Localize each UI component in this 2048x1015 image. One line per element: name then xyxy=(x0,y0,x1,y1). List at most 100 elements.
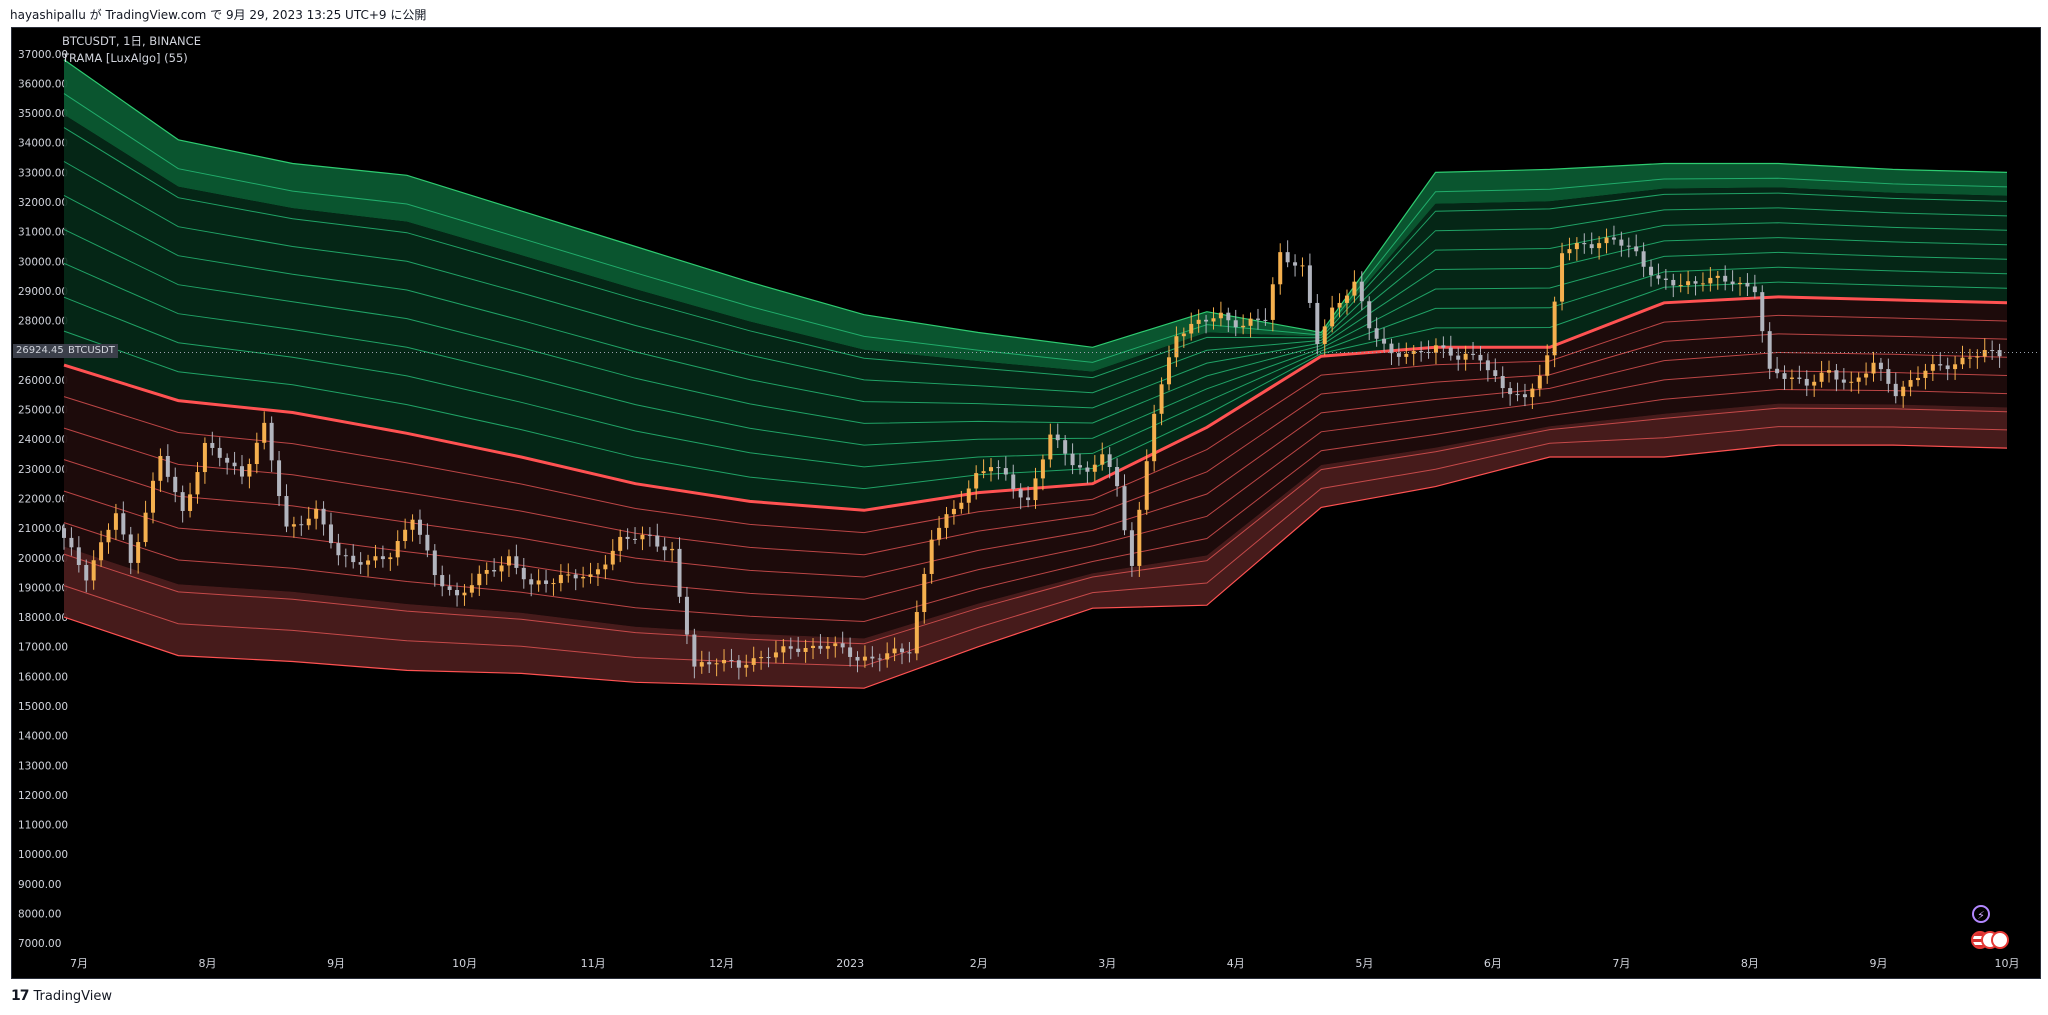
candle-body xyxy=(477,573,482,586)
candle-body xyxy=(1100,454,1105,465)
candle-body xyxy=(158,455,163,481)
candle-body xyxy=(1115,467,1120,487)
chart-legend: BTCUSDT, 1日, BINANCE TRAMA [LuxAlgo] (55… xyxy=(62,33,201,67)
candle-body xyxy=(1760,292,1765,332)
candle-body xyxy=(202,442,207,473)
candle-body xyxy=(595,569,600,575)
candle-body xyxy=(744,664,749,668)
candle-body xyxy=(655,535,660,547)
candle-body xyxy=(1901,386,1906,397)
candle-body xyxy=(247,464,252,477)
upper-band-line xyxy=(63,266,2008,468)
candle-body xyxy=(1856,377,1861,382)
candle-body xyxy=(825,646,830,649)
y-tick-label: 33000.00 xyxy=(18,167,68,179)
candle-body xyxy=(536,580,541,585)
candle-body xyxy=(239,466,244,477)
upper-band-line xyxy=(63,194,2008,409)
candle-body xyxy=(514,556,519,568)
legend-indicator[interactable]: TRAMA [LuxAlgo] (55) xyxy=(62,51,188,65)
candle-body xyxy=(581,576,586,579)
candle-body xyxy=(462,592,467,596)
candle-body xyxy=(1196,319,1201,324)
candle-body xyxy=(840,643,845,648)
candle-body xyxy=(1819,372,1824,382)
y-tick-label: 36000.00 xyxy=(18,78,68,90)
flash-icon[interactable]: ⚡ xyxy=(1972,905,1990,923)
y-tick-label: 15000.00 xyxy=(18,701,68,713)
candle-body xyxy=(1574,243,1579,250)
y-tick-label: 29000.00 xyxy=(18,286,68,298)
x-tick-label: 11月 xyxy=(581,957,606,970)
candle-body xyxy=(1967,357,1972,359)
candle-body xyxy=(1545,355,1550,376)
candle-body xyxy=(989,467,994,472)
candle-body xyxy=(254,442,259,465)
candle-body xyxy=(1159,384,1164,414)
upper-band-line xyxy=(63,228,2008,424)
x-tick-label: 3月 xyxy=(1098,957,1116,970)
candle-body xyxy=(1278,252,1283,285)
candle-body xyxy=(217,447,222,458)
candle-body xyxy=(1582,243,1587,245)
candle-body xyxy=(662,546,667,551)
candle-body xyxy=(1997,350,2002,357)
candle-body xyxy=(1359,281,1364,302)
candle-body xyxy=(1649,266,1654,276)
candle-body xyxy=(380,556,385,560)
candle-body xyxy=(1174,336,1179,358)
y-tick-label: 26000.00 xyxy=(18,375,68,387)
x-tick-label: 2023 xyxy=(836,957,864,970)
candle-body xyxy=(395,541,400,558)
candle-body xyxy=(225,457,230,463)
candle-body xyxy=(1255,318,1260,320)
candle-body xyxy=(1960,357,1965,365)
candle-body xyxy=(759,657,764,659)
candle-body xyxy=(143,512,148,543)
candle-body xyxy=(1567,249,1572,254)
candle-body xyxy=(1990,350,1995,352)
tradingview-logo[interactable]: 17 TradingView xyxy=(11,988,112,1004)
candle-body xyxy=(788,646,793,649)
upper-band-line xyxy=(63,251,2008,446)
candle-body xyxy=(410,519,415,530)
candle-body xyxy=(1560,253,1565,302)
candle-body xyxy=(1315,302,1320,345)
candle-body xyxy=(1181,333,1186,337)
candle-body xyxy=(1611,237,1616,240)
candle-body xyxy=(1708,277,1713,284)
candle-body xyxy=(729,659,734,661)
candle-body xyxy=(751,658,756,665)
candle-body xyxy=(1048,434,1053,460)
candle-body xyxy=(551,583,556,585)
candle-body xyxy=(618,536,623,551)
candle-body xyxy=(1864,373,1869,378)
price-chart[interactable]: 37000.00 36000.00 35000.00 34000.00 33000.00… xyxy=(12,28,2040,978)
candle-body xyxy=(1063,440,1068,454)
y-tick-label: 25000.00 xyxy=(18,405,68,417)
candle-body xyxy=(1463,353,1468,360)
candle-body xyxy=(996,467,1001,469)
lower-band-line xyxy=(63,333,2008,556)
x-tick-label: 10月 xyxy=(1995,957,2020,970)
candle-body xyxy=(1663,278,1668,280)
lower-band-line xyxy=(63,426,2008,667)
legend-symbol[interactable]: BTCUSDT, 1日, BINANCE xyxy=(62,34,201,48)
candle-body xyxy=(1693,281,1698,284)
candle-body xyxy=(195,472,200,495)
last-price-tag: 26924.45 xyxy=(13,344,67,358)
candle-body xyxy=(1834,370,1839,380)
candle-body xyxy=(1515,394,1520,396)
chart-panel[interactable]: 37000.00 36000.00 35000.00 34000.00 33000.00… xyxy=(11,27,2041,979)
candle-body xyxy=(1026,497,1031,501)
candle-body xyxy=(1537,375,1542,389)
us-flag-icon[interactable] xyxy=(1971,931,2009,949)
candle-body xyxy=(1040,459,1045,479)
candle-body xyxy=(425,534,430,551)
candle-body xyxy=(1893,383,1898,397)
candle-body xyxy=(1070,453,1075,466)
candle-body xyxy=(1300,265,1305,267)
candle-body xyxy=(1144,461,1149,510)
publish-attribution: hayashipallu が TradingView.com で 9月 29, … xyxy=(10,8,427,22)
candle-body xyxy=(1930,364,1935,371)
